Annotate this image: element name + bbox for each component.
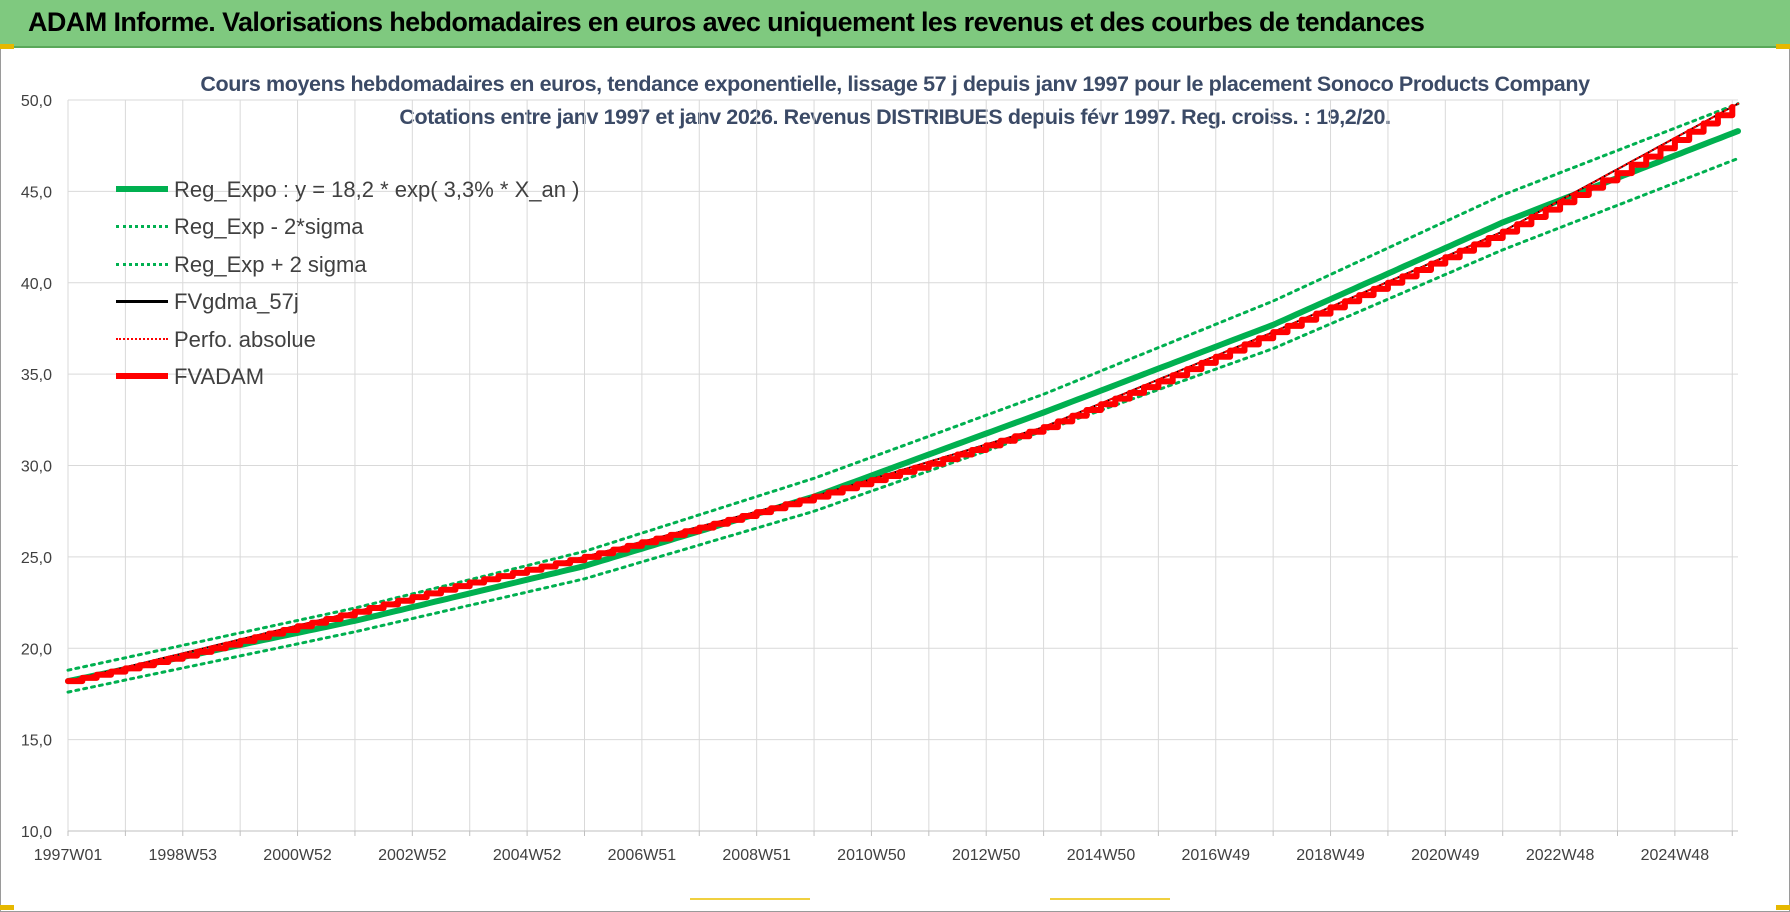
legend-swatch-dotted-green bbox=[116, 225, 168, 229]
corner-mark-bottom-left bbox=[0, 905, 14, 910]
legend-label: Reg_Exp - 2*sigma bbox=[174, 214, 364, 240]
legend-swatch-solid-green bbox=[116, 186, 168, 192]
y-tick-label: 40,0 bbox=[21, 276, 52, 293]
series-line-0 bbox=[65, 128, 1741, 685]
series-line-1 bbox=[66, 157, 1740, 694]
y-tick-label: 35,0 bbox=[21, 367, 52, 384]
series-line-2 bbox=[66, 102, 1740, 672]
corner-mark-bottom-right bbox=[1776, 905, 1790, 910]
x-tick-label: 1997W01 bbox=[34, 847, 103, 864]
x-tick-label: 2008W51 bbox=[722, 847, 791, 864]
legend-swatch-dotted-red bbox=[116, 337, 168, 340]
legend-label: Reg_Exp + 2 sigma bbox=[174, 251, 367, 277]
grid-layer bbox=[67, 99, 1738, 832]
legend-swatch-solid-red bbox=[116, 372, 168, 379]
legend-label: Perfo. absolue bbox=[174, 326, 316, 352]
x-tick-label: 2018W49 bbox=[1296, 847, 1365, 864]
x-tick-label: 2006W51 bbox=[608, 847, 677, 864]
corner-mark-left bbox=[0, 44, 14, 49]
corner-mark-right bbox=[1776, 44, 1790, 49]
x-tick-label: 2022W48 bbox=[1526, 847, 1595, 864]
y-tick-label: 25,0 bbox=[21, 550, 52, 567]
series-line-5 bbox=[65, 104, 1736, 685]
x-tick-label: 2020W49 bbox=[1411, 847, 1480, 864]
banner-title: ADAM Informe. Valorisations hebdomadaire… bbox=[28, 7, 1425, 37]
y-tick-label: 10,0 bbox=[21, 824, 52, 841]
x-tick-label: 2000W52 bbox=[263, 847, 332, 864]
chart-title: Cours moyens hebdomadaires en euros, ten… bbox=[200, 72, 1590, 96]
y-tick-label: 20,0 bbox=[21, 641, 52, 658]
x-tick-label: 2014W50 bbox=[1067, 847, 1136, 864]
bottom-accent-1 bbox=[690, 898, 810, 900]
legend-swatch-solid-black bbox=[116, 300, 168, 304]
x-tick-label: 2024W48 bbox=[1641, 847, 1710, 864]
title-banner: ADAM Informe. Valorisations hebdomadaire… bbox=[0, 0, 1790, 48]
series-layer bbox=[65, 102, 1741, 694]
y-tick-label: 30,0 bbox=[21, 459, 52, 476]
axis-layer: 10,0 15,0 20,0 25,0 30,0 35,0 40,0 45,0 50,0 1997… bbox=[21, 93, 1738, 864]
legend-label: FVgdma_57j bbox=[174, 289, 299, 315]
legend-label: Reg_Expo : y = 18,2 * exp( 3,3% * X_an ) bbox=[174, 177, 580, 202]
x-tick-label: 2002W52 bbox=[378, 847, 447, 864]
legend-label: FVADAM bbox=[174, 363, 265, 389]
y-tick-label: 15,0 bbox=[21, 733, 52, 750]
y-tick-label: 50,0 bbox=[21, 93, 52, 110]
bottom-accent-2 bbox=[1050, 898, 1170, 900]
legend-swatch-dotted-green bbox=[116, 262, 168, 266]
x-tick-label: 1998W53 bbox=[149, 847, 218, 864]
series-line-4 bbox=[67, 102, 1739, 683]
chart-subtitle: Cotations entre janv 1997 et janv 2026. … bbox=[399, 105, 1391, 129]
y-tick-label: 45,0 bbox=[21, 184, 52, 201]
x-tick-label: 2004W52 bbox=[493, 847, 562, 864]
x-tick-label: 2016W49 bbox=[1182, 847, 1251, 864]
x-tick-label: 2010W50 bbox=[837, 847, 906, 864]
x-tick-label: 2012W50 bbox=[952, 847, 1021, 864]
